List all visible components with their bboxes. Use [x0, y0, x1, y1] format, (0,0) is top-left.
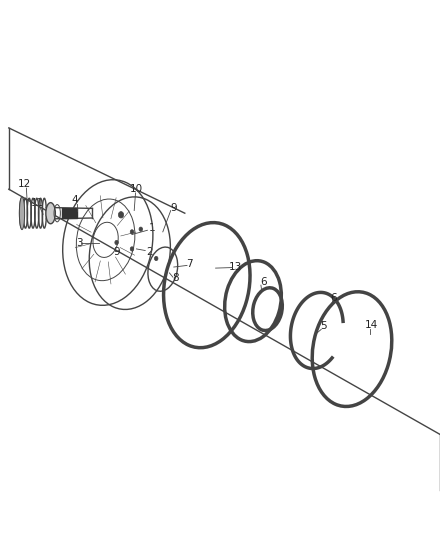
Text: 6: 6	[260, 278, 267, 287]
Ellipse shape	[154, 256, 158, 261]
Text: 9: 9	[113, 247, 120, 257]
Text: 1: 1	[148, 223, 155, 232]
Text: 8: 8	[172, 273, 180, 283]
Ellipse shape	[115, 240, 118, 245]
Ellipse shape	[118, 212, 124, 218]
Text: 14: 14	[365, 320, 378, 330]
Text: 9: 9	[170, 203, 177, 213]
Text: 6: 6	[330, 294, 337, 303]
Text: 7: 7	[186, 259, 193, 269]
Text: 3: 3	[76, 238, 83, 247]
Text: 12: 12	[18, 179, 31, 189]
Ellipse shape	[46, 203, 55, 224]
Text: 13: 13	[229, 262, 242, 271]
Ellipse shape	[130, 247, 134, 251]
Ellipse shape	[19, 197, 25, 230]
Text: 4: 4	[71, 195, 78, 205]
Ellipse shape	[139, 227, 143, 231]
Text: 10: 10	[130, 184, 143, 194]
Text: 5: 5	[320, 321, 327, 331]
Text: 11: 11	[31, 198, 44, 207]
Ellipse shape	[130, 230, 134, 234]
Text: 2: 2	[146, 247, 153, 256]
